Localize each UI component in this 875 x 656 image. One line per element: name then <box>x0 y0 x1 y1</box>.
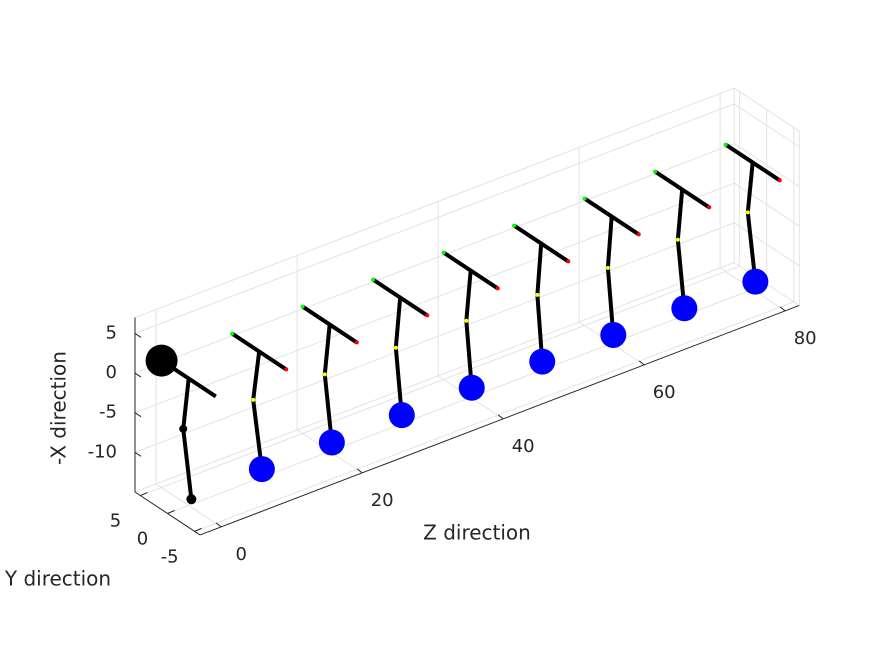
bob <box>388 402 415 429</box>
bar-end <box>284 367 289 372</box>
bar-end <box>495 286 500 291</box>
joint <box>251 397 256 402</box>
bar-end <box>723 142 728 147</box>
marks <box>145 142 782 505</box>
bar-end <box>512 223 517 228</box>
z-axis-line <box>199 304 800 536</box>
frame <box>145 344 217 505</box>
crossbar <box>583 196 640 237</box>
z-tick <box>356 468 363 474</box>
x-tick <box>134 372 142 378</box>
z-axis-label: Z direction <box>423 521 531 545</box>
bar-end <box>582 196 587 201</box>
rod <box>675 189 687 309</box>
box-edge <box>134 87 735 319</box>
rod <box>605 216 616 336</box>
y-tick <box>140 492 148 497</box>
frame <box>723 142 782 295</box>
joint <box>745 210 750 215</box>
bob <box>529 348 556 375</box>
bob <box>186 494 197 505</box>
joint <box>322 372 327 377</box>
grid-line <box>194 301 795 532</box>
y-tick-label: 0 <box>137 528 148 549</box>
y-axis-label: Y direction <box>4 567 111 591</box>
frame <box>371 277 430 429</box>
bob <box>318 429 345 456</box>
grid-line <box>134 182 735 414</box>
frame <box>512 223 571 375</box>
y-tick <box>167 510 175 514</box>
frame <box>300 304 359 456</box>
joint <box>393 345 398 350</box>
z-tick-label: 80 <box>794 328 817 349</box>
joint <box>179 424 188 433</box>
bar-end <box>425 313 430 318</box>
crossbar <box>724 142 781 183</box>
x-tick-label: 0 <box>106 362 117 383</box>
joint <box>675 237 680 242</box>
z-tick <box>779 306 786 312</box>
bar-end <box>230 331 235 336</box>
bob <box>248 456 275 483</box>
x-tick <box>134 412 142 418</box>
bob <box>671 295 698 322</box>
bar-end <box>371 277 376 282</box>
x-tick-label: -5 <box>99 402 117 423</box>
bar-end <box>566 259 571 264</box>
z-tick <box>638 360 645 366</box>
joint <box>535 292 540 297</box>
x-tick <box>134 332 142 338</box>
frame <box>441 250 500 401</box>
y-tick-label: 5 <box>110 511 121 532</box>
frame <box>582 196 641 348</box>
grid-line <box>733 182 800 227</box>
y-tick-label: -5 <box>161 546 179 567</box>
z-tick-label: 40 <box>512 436 535 457</box>
rod <box>745 162 758 282</box>
grid-line <box>140 265 740 497</box>
z-tick-label: 0 <box>235 544 246 565</box>
grid-line <box>134 143 735 374</box>
z-tick-label: 20 <box>371 490 394 511</box>
x-tick-label: -10 <box>88 441 117 462</box>
y-tick <box>194 527 202 532</box>
grid-line <box>733 103 800 148</box>
x-tick <box>134 451 142 457</box>
x-tick-label: 5 <box>106 322 117 343</box>
y-axis-line <box>134 491 201 536</box>
box-edge <box>134 262 735 493</box>
bob <box>458 374 485 401</box>
z-tick <box>497 414 504 420</box>
rod <box>181 378 194 500</box>
grid-line <box>733 143 800 187</box>
bar-end <box>707 205 712 210</box>
grid-line <box>134 222 735 453</box>
x-axis-label: -X direction <box>47 351 71 465</box>
bob <box>742 268 769 295</box>
rod <box>535 243 545 362</box>
z-tick <box>215 522 222 528</box>
z-tick-label: 60 <box>653 382 676 403</box>
crossbar <box>512 223 570 264</box>
bar-end <box>441 250 446 255</box>
grid-line <box>134 103 735 334</box>
bar-end <box>777 178 782 183</box>
bar-end <box>300 304 305 309</box>
bar-end <box>354 340 359 345</box>
bar-end <box>636 232 641 237</box>
crossbar <box>653 169 711 210</box>
joint <box>605 265 610 270</box>
joint <box>464 318 469 323</box>
anchor <box>145 344 178 377</box>
bar-end <box>653 169 658 174</box>
bob <box>600 321 627 348</box>
frame <box>230 331 289 483</box>
grid <box>134 87 800 532</box>
grid-line <box>733 222 800 267</box>
frame <box>653 169 712 322</box>
